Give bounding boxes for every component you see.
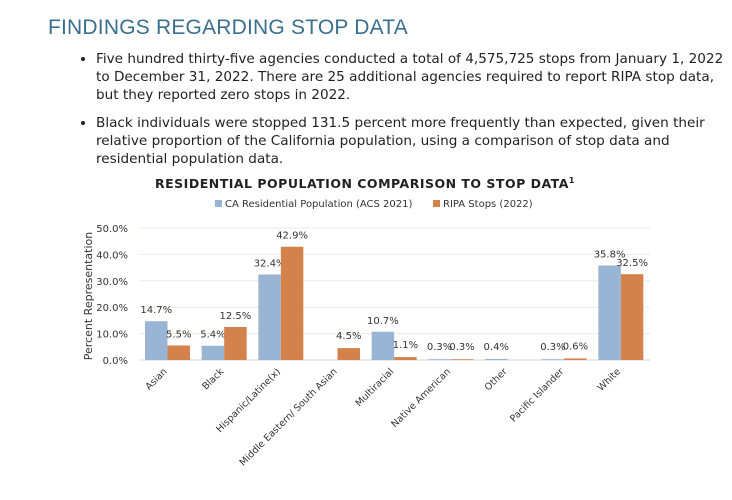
bar-stops	[620, 274, 644, 360]
bar-population	[201, 345, 225, 360]
bars: 14.7% 5.5% 5.4% 12.5% 32.4% 42.9% 4.5% 10.7% 1.1…	[140, 231, 648, 360]
findings-list: Five hundred thirty-five agencies conduc…	[62, 50, 732, 178]
bar-stops	[394, 357, 417, 360]
y-tick-label: 10.0%	[96, 330, 128, 341]
data-label: 4.5%	[336, 331, 361, 342]
x-tick-label: Native American	[389, 366, 453, 430]
bar-population	[541, 359, 565, 360]
x-tick-label: Asian	[144, 366, 170, 392]
x-tick-label: Middle Eastern/ South Asian	[238, 366, 340, 468]
x-tick-label: Multiracial	[354, 366, 397, 409]
bar-stops	[450, 359, 474, 360]
data-label: 0.3%	[427, 342, 452, 353]
y-tick-label: 40.0%	[96, 250, 128, 261]
data-label: 42.9%	[276, 231, 308, 242]
bar-stops	[280, 246, 304, 360]
legend-swatch	[433, 200, 440, 207]
y-tick-label: 20.0%	[96, 303, 128, 314]
finding-bullet: Black individuals were stopped 131.5 per…	[96, 114, 732, 168]
x-tick-label: White	[596, 366, 623, 393]
data-label: 32.4%	[254, 258, 286, 269]
bar-stops	[224, 327, 247, 360]
y-axis-label: Percent Representation	[82, 232, 95, 360]
bar-stops	[337, 348, 360, 360]
page-heading: FINDINGS REGARDING STOP DATA	[48, 16, 408, 39]
x-tick-label: Other	[483, 366, 510, 393]
data-label: 35.8%	[594, 249, 626, 260]
legend-swatch	[215, 200, 222, 207]
data-label: 1.1%	[393, 340, 418, 351]
data-label: 5.5%	[166, 329, 191, 340]
legend-label: CA Residential Population (ACS 2021)	[225, 199, 413, 210]
bar-population	[485, 358, 508, 360]
bar-population	[598, 265, 621, 360]
data-label: 0.6%	[563, 341, 588, 352]
y-axis: 0.0% 10.0% 20.0% 30.0% 40.0% 50.0%Percent Rep…	[82, 224, 128, 367]
bar-population	[145, 321, 168, 360]
finding-bullet: Five hundred thirty-five agencies conduc…	[96, 50, 732, 104]
legend-label: RIPA Stops (2022)	[443, 199, 533, 210]
x-tick-label: Black	[200, 366, 226, 392]
data-label: 0.3%	[540, 342, 565, 353]
data-label: 10.7%	[367, 316, 399, 327]
bar-stops	[167, 345, 190, 360]
bar-population	[428, 359, 451, 360]
bar-population	[371, 331, 395, 360]
bar-stops	[564, 358, 587, 360]
y-tick-label: 50.0%	[96, 224, 128, 235]
x-tick-label: Pacific Islander	[508, 366, 566, 424]
data-label: 0.4%	[484, 342, 509, 353]
bar-population	[258, 274, 281, 360]
data-label: 32.5%	[616, 258, 648, 269]
data-label: 0.3%	[449, 342, 474, 353]
data-label: 14.7%	[140, 305, 172, 316]
data-label: 5.4%	[200, 330, 225, 341]
y-tick-label: 0.0%	[103, 356, 128, 367]
data-label: 12.5%	[220, 311, 252, 322]
y-tick-label: 30.0%	[96, 277, 128, 288]
chart-title: RESIDENTIAL POPULATION COMPARISON TO STO…	[155, 176, 575, 191]
chart-legend: CA Residential Population (ACS 2021) RIPA…	[215, 199, 533, 210]
